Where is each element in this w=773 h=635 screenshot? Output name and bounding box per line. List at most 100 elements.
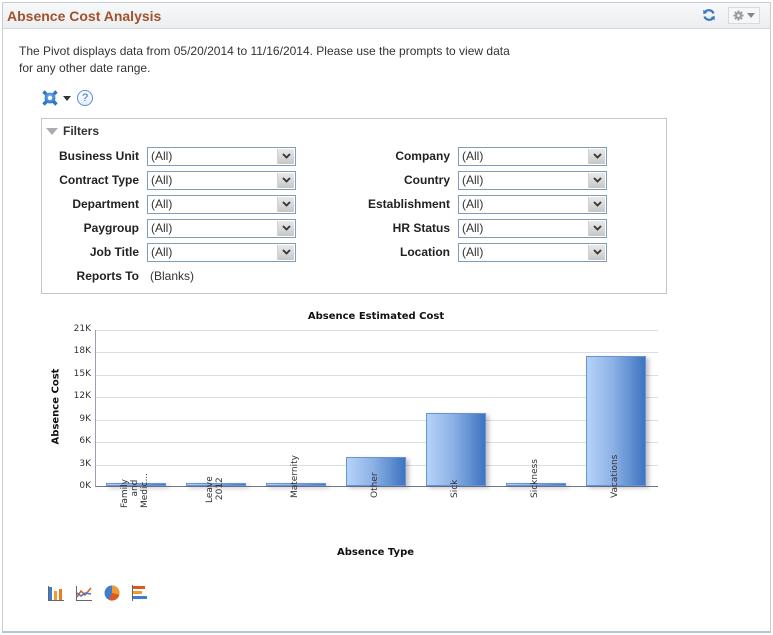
- department-select[interactable]: (All): [147, 194, 296, 214]
- date-range-description: The Pivot displays data from 05/20/2014 …: [19, 44, 510, 75]
- bar-other[interactable]: [346, 456, 406, 486]
- select-value: (All): [151, 172, 173, 187]
- chart-type-switcher: [47, 584, 149, 602]
- filter-label: Department: [72, 197, 139, 211]
- select-value: (All): [462, 220, 484, 235]
- x-tick-label: Family and Medic...: [120, 472, 150, 508]
- filter-company: Company (All): [340, 146, 607, 166]
- bar-maternity[interactable]: [266, 483, 326, 486]
- filter-reports-to: Reports To (Blanks): [42, 266, 194, 286]
- chevron-down-icon[interactable]: [277, 148, 294, 164]
- select-value: (All): [151, 196, 173, 211]
- bar-sickness[interactable]: [506, 483, 566, 486]
- gridline: [96, 352, 658, 354]
- gear-icon: [733, 10, 744, 21]
- company-select[interactable]: (All): [458, 146, 607, 166]
- pivot-toolbar: ?: [41, 88, 93, 108]
- gridline: [96, 374, 658, 376]
- filter-label: Reports To: [76, 269, 139, 283]
- y-tick-label: 9K: [79, 413, 91, 424]
- filter-department: Department (All): [42, 194, 296, 214]
- bar-chart-icon[interactable]: [47, 584, 65, 602]
- chevron-down-icon[interactable]: [588, 172, 605, 188]
- x-axis-label: Absence Type: [336, 547, 415, 558]
- chevron-down-icon[interactable]: [588, 244, 605, 260]
- filter-contract-type: Contract Type (All): [42, 170, 296, 190]
- filter-label: Location: [400, 245, 450, 259]
- select-value: (All): [462, 244, 484, 259]
- y-tick-label: 15K: [73, 368, 91, 379]
- select-value: (All): [462, 196, 484, 211]
- y-tick-label: 0K: [79, 481, 91, 491]
- chevron-down-icon[interactable]: [277, 244, 294, 260]
- x-tick-label: Vacations: [585, 455, 645, 543]
- y-tick-label: 6K: [79, 436, 91, 447]
- chevron-down-icon[interactable]: [588, 148, 605, 164]
- chevron-down-icon[interactable]: [588, 196, 605, 212]
- x-tick-label: Sick: [450, 479, 460, 498]
- filter-label: HR Status: [392, 221, 450, 235]
- y-tick-label: 21K: [73, 324, 91, 334]
- pagelet-options-button[interactable]: [728, 7, 760, 24]
- filter-paygroup: Paygroup (All): [42, 218, 296, 238]
- filter-business-unit: Business Unit (All): [42, 146, 296, 166]
- gridline: [96, 397, 658, 399]
- help-icon[interactable]: ?: [77, 90, 93, 106]
- bar-vacations[interactable]: [586, 355, 646, 486]
- hr-status-select[interactable]: (All): [458, 218, 607, 238]
- gridline: [96, 330, 658, 331]
- reports-to-value: (Blanks): [150, 269, 195, 283]
- y-tick-label: 12K: [73, 391, 91, 402]
- gridline: [96, 442, 658, 444]
- establishment-select[interactable]: (All): [458, 194, 607, 214]
- filter-label: Business Unit: [58, 149, 139, 163]
- x-tick-label: Maternity: [290, 455, 300, 498]
- contract-type-select[interactable]: (All): [147, 170, 296, 190]
- filter-label: Contract Type: [59, 173, 139, 187]
- gear-icon[interactable]: [41, 89, 59, 107]
- filters-section: Filters Business Unit (All) Contract Typ…: [41, 118, 667, 294]
- bar-leave-2012[interactable]: [186, 483, 246, 486]
- job-title-select[interactable]: (All): [147, 242, 296, 262]
- x-tick-label: Leave 2012: [205, 476, 225, 503]
- gridline: [96, 419, 658, 421]
- location-select[interactable]: (All): [458, 242, 607, 262]
- select-value: (All): [462, 148, 484, 163]
- line-chart-icon[interactable]: [75, 584, 93, 602]
- options-dropdown-caret-icon[interactable]: [63, 95, 71, 101]
- chevron-down-icon[interactable]: [588, 220, 605, 236]
- paygroup-select[interactable]: (All): [147, 218, 296, 238]
- chevron-down-icon[interactable]: [277, 220, 294, 236]
- pagelet-title: Absence Cost Analysis: [7, 8, 162, 24]
- bar-sick[interactable]: [426, 412, 486, 486]
- filters-toggle[interactable]: Filters: [46, 124, 99, 138]
- chevron-down-icon[interactable]: [277, 172, 294, 188]
- filter-country: Country (All): [340, 170, 607, 190]
- filter-label: Paygroup: [83, 221, 139, 235]
- select-value: (All): [151, 220, 173, 235]
- y-tick-label: 18K: [73, 346, 91, 357]
- x-tick-label: Sickness: [530, 459, 540, 498]
- absence-cost-chart: Absence Estimated Cost Absence Cost Abse…: [43, 303, 673, 563]
- collapse-triangle-icon: [46, 127, 58, 135]
- select-value: (All): [151, 148, 173, 163]
- chevron-down-icon: [747, 13, 755, 18]
- x-tick-label: Other: [345, 472, 405, 543]
- plot-area: [95, 330, 658, 487]
- bar-family-and-medic[interactable]: [106, 483, 166, 486]
- country-select[interactable]: (All): [458, 170, 607, 190]
- filter-label: Job Title: [89, 245, 139, 259]
- chart-title: Absence Estimated Cost: [307, 311, 445, 322]
- filter-establishment: Establishment (All): [340, 194, 607, 214]
- filter-hr-status: HR Status (All): [340, 218, 607, 238]
- filter-location: Location (All): [340, 242, 607, 262]
- chevron-down-icon[interactable]: [277, 196, 294, 212]
- horizontal-bar-chart-icon[interactable]: [131, 584, 149, 602]
- filter-label: Establishment: [367, 197, 450, 211]
- select-value: (All): [462, 172, 484, 187]
- business-unit-select[interactable]: (All): [147, 146, 296, 166]
- pie-chart-icon[interactable]: [103, 584, 121, 602]
- refresh-icon[interactable]: [702, 8, 716, 22]
- filter-label: Country: [404, 173, 450, 187]
